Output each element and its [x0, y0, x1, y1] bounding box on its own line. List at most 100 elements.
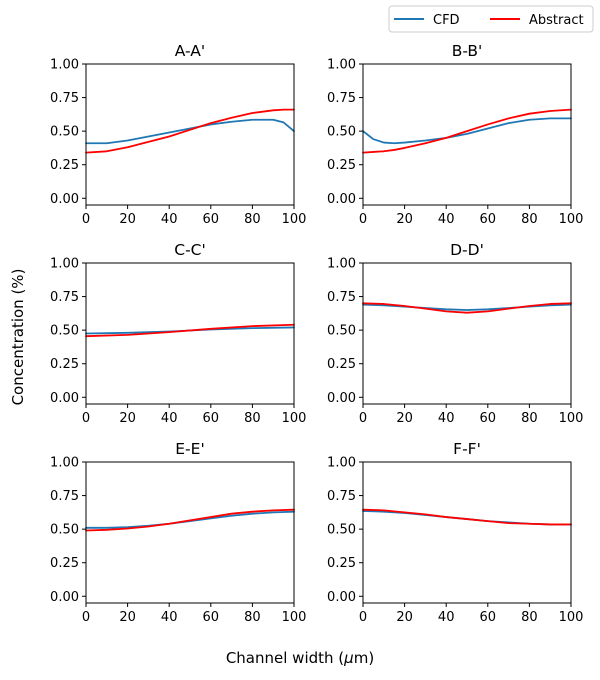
x-tick-label: 60 [203, 610, 220, 625]
subplot-title: A-A' [175, 42, 205, 60]
y-tick-label: 0.75 [327, 290, 356, 305]
plot-frame [362, 63, 572, 206]
y-tick-label: 0.25 [50, 357, 79, 372]
y-tick-label: 0.00 [327, 391, 356, 406]
y-tick-label: 0.00 [50, 391, 79, 406]
y-tick-label: 0.25 [327, 158, 356, 173]
plot-frame [362, 262, 572, 405]
y-tick-label: 0.00 [50, 590, 79, 605]
y-tick-label: 0.25 [327, 556, 356, 571]
y-tick-label: 0.50 [50, 523, 79, 538]
x-tick-label: 60 [480, 411, 497, 426]
y-tick-label: 0.75 [327, 489, 356, 504]
subplot-title: B-B' [452, 42, 483, 60]
x-tick-label: 0 [82, 610, 90, 625]
plot-frame [85, 461, 295, 604]
subplot-c-c: C-C' 0 20 40 60 80 100 0.00 0.25 0.50 0.75 1.00 [50, 241, 306, 426]
x-tick-label: 0 [359, 212, 367, 227]
x-tick-label: 80 [244, 411, 261, 426]
y-axis-label: Concentration (%) [9, 269, 27, 406]
subplot-f-f: F-F' 0 20 40 60 80 100 0.00 0.25 0.50 0.75 1.00 [327, 440, 583, 625]
y-tick-label: 0.50 [327, 125, 356, 140]
x-tick-label: 40 [438, 411, 455, 426]
x-tick-label: 60 [480, 212, 497, 227]
series-line-abstract [85, 108, 295, 154]
y-tick-label: 0.75 [50, 91, 79, 106]
x-tick-label: 0 [359, 411, 367, 426]
y-tick-label: 0.50 [50, 125, 79, 140]
y-tick-label: 0.00 [50, 192, 79, 207]
series-line-cfd [362, 510, 572, 526]
x-tick-label: 20 [396, 212, 413, 227]
x-tick-label: 40 [161, 411, 178, 426]
legend: CFD Abstract [388, 5, 594, 33]
x-tick-label: 80 [521, 212, 538, 227]
x-tick-label: 20 [119, 212, 136, 227]
subplot-title: F-F' [453, 440, 481, 458]
x-tick-label: 60 [203, 212, 220, 227]
x-tick-label: 40 [438, 212, 455, 227]
y-tick-label: 0.00 [327, 590, 356, 605]
y-tick-label: 0.25 [327, 357, 356, 372]
plot-frame [362, 461, 572, 604]
x-tick-label: 80 [244, 212, 261, 227]
x-tick-label: 0 [82, 212, 90, 227]
y-tick-label: 0.75 [327, 91, 356, 106]
series-line-abstract [362, 508, 572, 526]
x-axis-label: Channel width (μm) [226, 649, 374, 667]
x-tick-label: 100 [559, 212, 584, 227]
x-tick-label: 80 [244, 610, 261, 625]
subplot-e-e: E-E' 0 20 40 60 80 100 0.00 0.25 0.50 0.75 1.00 [50, 440, 306, 625]
x-axis-label-mu: μ [343, 649, 354, 667]
y-tick-label: 0.25 [50, 556, 79, 571]
plot-frame [85, 262, 295, 405]
y-tick-label: 1.00 [327, 58, 356, 73]
x-tick-label: 0 [82, 411, 90, 426]
subplot-title: E-E' [175, 440, 204, 458]
series-line-abstract [362, 108, 572, 154]
subplot-b-b: B-B' 0 20 40 60 80 100 0.00 0.25 0.50 0.75 1.00 [327, 42, 583, 227]
series-line-abstract [85, 323, 295, 338]
subplot-title: D-D' [450, 241, 484, 259]
series-line-cfd [85, 118, 295, 145]
y-tick-label: 1.00 [50, 58, 79, 73]
y-tick-label: 0.00 [327, 192, 356, 207]
subplot-title: C-C' [174, 241, 206, 259]
x-tick-label: 100 [282, 411, 307, 426]
y-tick-label: 0.50 [327, 523, 356, 538]
y-tick-label: 1.00 [50, 456, 79, 471]
x-tick-label: 100 [282, 212, 307, 227]
legend-label-abstract: Abstract [529, 13, 584, 28]
y-tick-label: 1.00 [327, 456, 356, 471]
subplot-a-a: A-A' 0 20 40 60 80 100 0.00 0.25 0.50 0.75 1.00 [50, 42, 306, 227]
x-tick-label: 40 [438, 610, 455, 625]
x-tick-label: 40 [161, 610, 178, 625]
subplot-grid: A-A'0 20 40 60 80 1000.000.250.500.751.00B-B'… [50, 42, 583, 625]
x-tick-label: 100 [559, 610, 584, 625]
plot-frame [85, 63, 295, 206]
series-line-abstract [362, 302, 572, 314]
x-tick-label: 20 [396, 411, 413, 426]
x-tick-label: 20 [119, 610, 136, 625]
x-tick-label: 40 [161, 212, 178, 227]
x-axis-label-text: Channel width ( [226, 649, 344, 667]
y-tick-label: 0.75 [50, 489, 79, 504]
y-tick-label: 0.25 [50, 158, 79, 173]
subplot-d-d: D-D' 0 20 40 60 80 100 0.00 0.25 0.50 0.75 1.00 [327, 241, 583, 426]
x-tick-label: 20 [119, 411, 136, 426]
legend-label-cfd: CFD [433, 13, 460, 28]
x-tick-label: 100 [282, 610, 307, 625]
y-tick-label: 0.50 [50, 324, 79, 339]
x-tick-label: 60 [203, 411, 220, 426]
series-line-abstract [85, 508, 295, 532]
y-tick-label: 1.00 [327, 257, 356, 272]
x-axis-label-tail: m) [354, 649, 374, 667]
y-tick-label: 0.75 [50, 290, 79, 305]
y-tick-label: 1.00 [50, 257, 79, 272]
x-tick-label: 20 [396, 610, 413, 625]
y-tick-label: 0.50 [327, 324, 356, 339]
x-tick-label: 60 [480, 610, 497, 625]
x-tick-label: 80 [521, 610, 538, 625]
